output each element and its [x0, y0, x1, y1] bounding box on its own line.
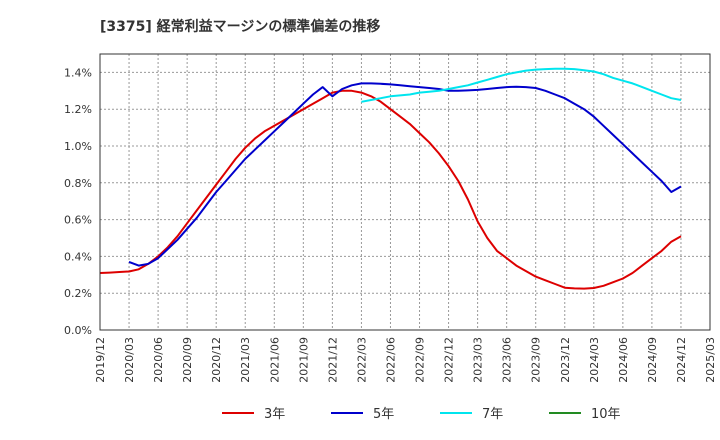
x-tick-label: 2023/06	[501, 337, 514, 383]
x-tick-label: 2024/06	[617, 337, 630, 383]
y-tick-label: 0.2%	[64, 287, 92, 300]
x-tick-label: 2019/12	[94, 337, 107, 383]
y-tick-label: 0.0%	[64, 324, 92, 337]
y-tick-label: 1.4%	[64, 66, 92, 79]
x-tick-label: 2023/03	[472, 337, 485, 383]
x-tick-label: 2020/09	[181, 337, 194, 383]
x-tick-label: 2022/03	[355, 337, 368, 383]
y-tick-label: 1.0%	[64, 140, 92, 153]
legend-label-2: 5年	[373, 407, 394, 422]
x-tick-label: 2021/12	[326, 337, 339, 383]
x-tick-label: 2022/09	[414, 337, 427, 383]
x-tick-label: 2023/09	[530, 337, 543, 383]
x-tick-label: 2022/12	[443, 337, 456, 383]
plot-frame	[99, 53, 711, 331]
x-tick-label: 2021/09	[297, 337, 310, 383]
x-tick-label: 2020/12	[210, 337, 223, 383]
series-line-1	[99, 89, 682, 290]
y-tick-label: 0.4%	[64, 250, 92, 263]
y-axis-ticks: 0.0% 0.2% 0.4% 0.6% 0.8% 1.0% 1.2% 1.4%	[64, 66, 92, 337]
legend-label-4: 10年	[591, 407, 621, 422]
x-tick-label: 2021/06	[268, 337, 281, 383]
y-tick-label: 0.8%	[64, 177, 92, 190]
legend-label-3: 7年	[482, 407, 503, 422]
legend: 3年 5年 7年 10年	[222, 407, 621, 422]
chart-title: [3375] 経常利益マージンの標準偏差の推移	[100, 18, 380, 35]
x-tick-label: 2022/06	[384, 337, 397, 383]
x-tick-label: 2024/12	[675, 337, 688, 383]
x-tick-label: 2020/03	[123, 337, 136, 383]
series-line-2	[128, 82, 682, 267]
series-line-3	[361, 67, 682, 103]
x-tick-label: 2023/12	[559, 337, 572, 383]
y-tick-label: 0.6%	[64, 214, 92, 227]
x-tick-label: 2021/03	[239, 337, 252, 383]
legend-label-1: 3年	[264, 407, 285, 422]
y-tick-label: 1.2%	[64, 103, 92, 116]
x-tick-label: 2025/03	[704, 337, 717, 383]
x-tick-label: 2024/03	[588, 337, 601, 383]
series-lines	[99, 67, 682, 290]
x-tick-label: 2020/06	[152, 337, 165, 383]
x-axis-ticks: 2019/12 2020/03 2020/06 2020/09 2020/12 2021/…	[94, 337, 717, 383]
x-tick-label: 2024/09	[646, 337, 659, 383]
